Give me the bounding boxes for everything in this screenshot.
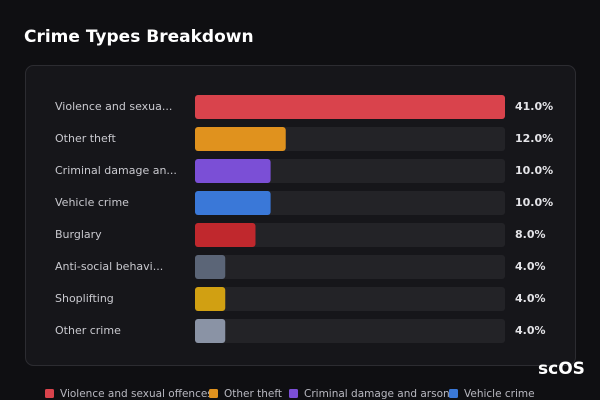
bar-track <box>195 191 505 215</box>
bar <box>195 223 256 247</box>
bar-track <box>195 319 505 343</box>
rows: Violence and sexua... 41.0% Other theft 12.… <box>55 95 553 343</box>
bar <box>195 159 271 183</box>
category-label: Vehicle crime <box>55 196 129 209</box>
legend-label: Vehicle crime <box>464 388 535 400</box>
legend-label: Violence and sexual offences <box>60 388 213 400</box>
value-label: 10.0% <box>515 196 553 209</box>
legend-label: Criminal damage and arson <box>304 388 450 400</box>
bar <box>195 127 286 151</box>
value-label: 41.0% <box>515 100 553 113</box>
category-label: Other crime <box>55 324 121 337</box>
legend-swatch <box>449 389 458 398</box>
category-label: Shoplifting <box>55 292 114 305</box>
value-label: 4.0% <box>515 292 546 305</box>
legend-swatch <box>289 389 298 398</box>
legend-swatch <box>209 389 218 398</box>
category-label: Other theft <box>55 132 116 145</box>
value-label: 12.0% <box>515 132 553 145</box>
legend-swatch <box>45 389 54 398</box>
chart-title: Crime Types Breakdown <box>24 27 254 47</box>
category-label: Burglary <box>55 228 102 241</box>
bar-track <box>195 159 505 183</box>
value-label: 4.0% <box>515 260 546 273</box>
value-label: 4.0% <box>515 324 546 337</box>
bar-track <box>195 287 505 311</box>
category-label: Criminal damage an... <box>55 164 177 177</box>
bar <box>195 95 505 119</box>
bar <box>195 287 226 311</box>
watermark: scOS <box>538 359 585 379</box>
bar-track <box>195 255 505 279</box>
bar <box>195 319 226 343</box>
legend: Violence and sexual offences Other theft C… <box>45 388 535 400</box>
bar-track <box>195 223 505 247</box>
value-label: 8.0% <box>515 228 546 241</box>
bar <box>195 255 226 279</box>
value-label: 10.0% <box>515 164 553 177</box>
legend-label: Other theft <box>224 388 282 400</box>
category-label: Anti-social behavi... <box>55 260 163 273</box>
bar <box>195 191 271 215</box>
category-label: Violence and sexua... <box>55 100 172 113</box>
